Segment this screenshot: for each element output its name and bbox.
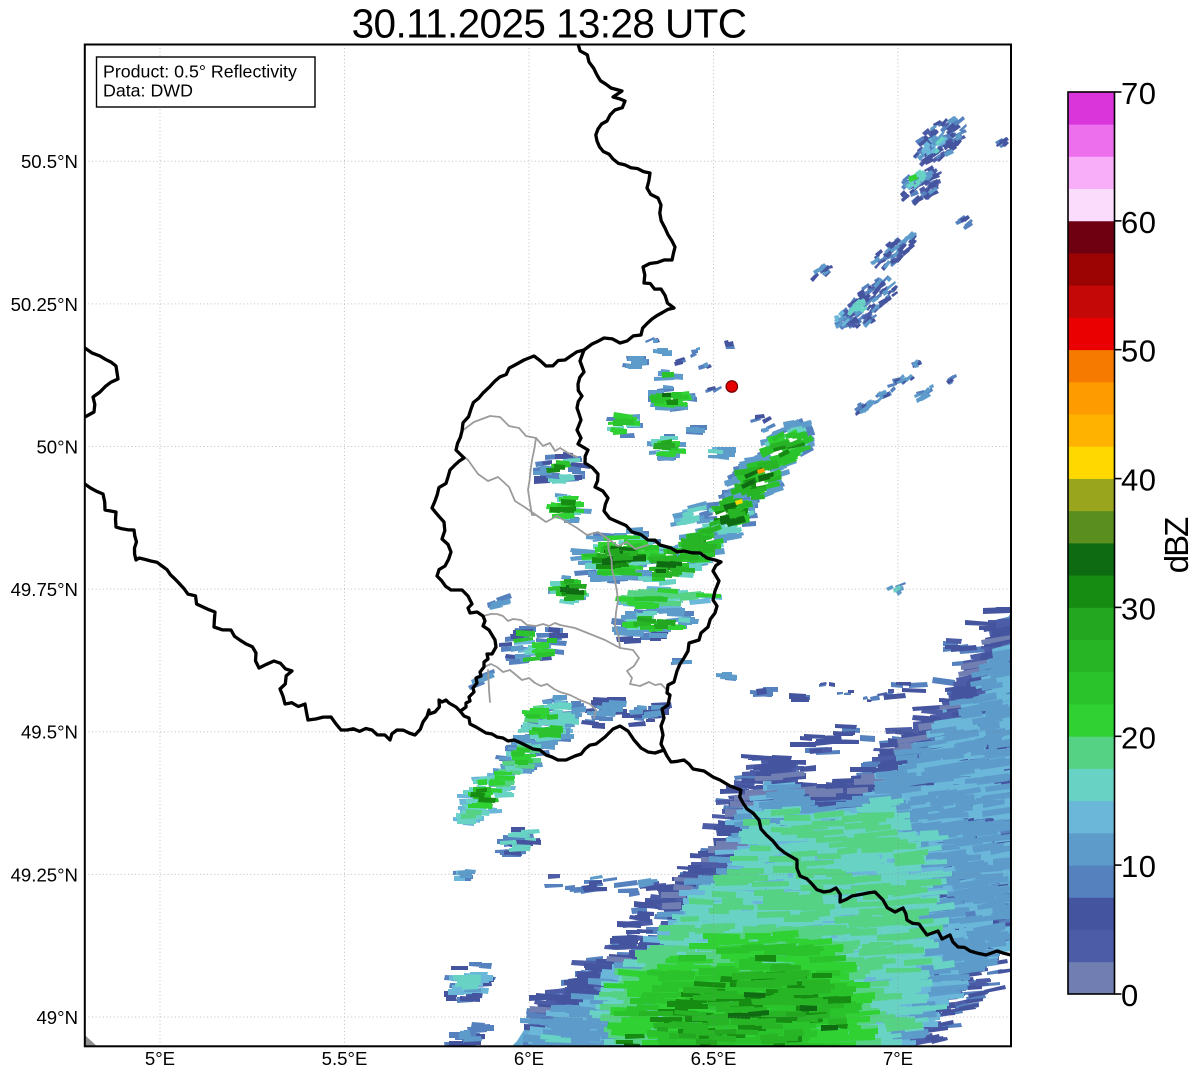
- svg-text:Data: DWD: Data: DWD: [103, 81, 193, 101]
- svg-text:Product: 0.5° Reflectivity: Product: 0.5° Reflectivity: [103, 62, 297, 82]
- svg-text:30: 30: [1121, 591, 1156, 626]
- svg-text:49°N: 49°N: [36, 1007, 78, 1028]
- svg-text:7°E: 7°E: [883, 1048, 913, 1069]
- svg-text:6°E: 6°E: [514, 1048, 544, 1069]
- svg-text:50°N: 50°N: [36, 436, 78, 457]
- svg-text:50: 50: [1121, 334, 1156, 369]
- svg-text:49.75°N: 49.75°N: [11, 579, 78, 600]
- svg-text:60: 60: [1121, 205, 1156, 240]
- svg-text:50.25°N: 50.25°N: [11, 294, 78, 315]
- svg-text:49.5°N: 49.5°N: [21, 722, 78, 743]
- svg-text:5.5°E: 5.5°E: [322, 1048, 368, 1069]
- svg-text:50.5°N: 50.5°N: [21, 151, 78, 172]
- svg-text:70: 70: [1121, 76, 1156, 111]
- svg-text:30.11.2025 13:28 UTC: 30.11.2025 13:28 UTC: [352, 1, 747, 47]
- svg-text:10: 10: [1121, 849, 1156, 884]
- svg-text:dBZ: dBZ: [1158, 517, 1195, 573]
- svg-text:49.25°N: 49.25°N: [11, 864, 78, 885]
- svg-text:5°E: 5°E: [145, 1048, 175, 1069]
- svg-text:20: 20: [1121, 720, 1156, 755]
- svg-text:6.5°E: 6.5°E: [691, 1048, 737, 1069]
- svg-text:40: 40: [1121, 463, 1156, 498]
- svg-text:0: 0: [1121, 978, 1139, 1013]
